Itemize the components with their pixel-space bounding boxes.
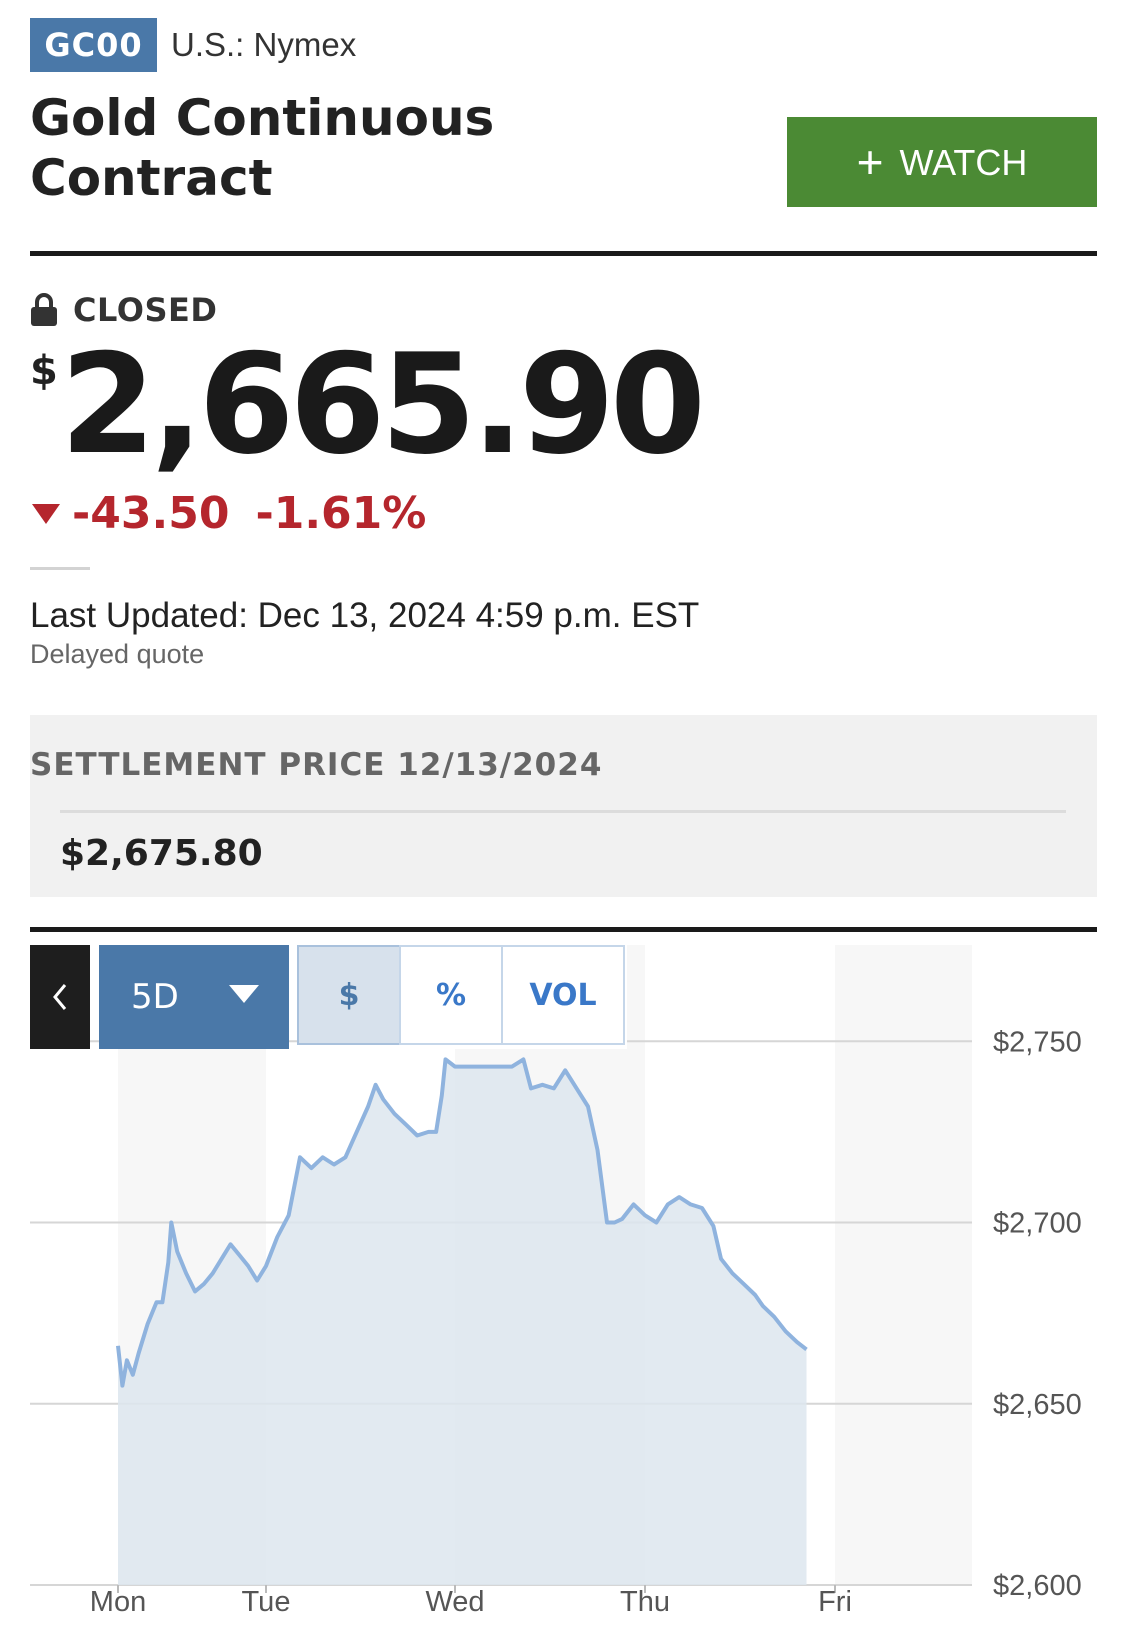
change-value: -43.50 (72, 488, 230, 539)
header-divider (30, 251, 1097, 256)
currency-symbol: $ (30, 348, 58, 394)
lock-icon (31, 293, 57, 326)
price-line (116, 1057, 808, 1388)
range-dropdown[interactable]: 5D (99, 945, 289, 1049)
mode-dollar-button[interactable]: $ (297, 945, 401, 1045)
watch-button-label: WATCH (899, 142, 1028, 183)
y-tick-label: $2,650 (993, 1389, 1082, 1421)
y-tick-label: $2,750 (993, 1026, 1082, 1058)
settlement-panel (30, 715, 1097, 897)
settlement-label: SETTLEMENT PRICE 12/13/2024 (30, 747, 603, 783)
settlement-value: $2,675.80 (60, 833, 263, 874)
change-percent: -1.61% (255, 488, 427, 539)
settlement-divider (60, 810, 1066, 813)
x-tick-label: Tue (242, 1586, 291, 1618)
chart-back-button[interactable] (30, 945, 90, 1049)
plus-icon: + (856, 136, 884, 188)
chart-mode-toggle: $ % VOL (297, 945, 627, 1049)
down-arrow-icon (32, 503, 60, 524)
range-label: 5D (131, 977, 179, 1017)
exchange-label: U.S.: Nymex (171, 26, 357, 63)
market-status: CLOSED (30, 290, 217, 330)
caret-down-icon (229, 985, 259, 1003)
divider (30, 567, 90, 570)
y-tick-label: $2,600 (993, 1570, 1082, 1602)
chart-divider (30, 927, 1097, 932)
last-updated: Last Updated: Dec 13, 2024 4:59 p.m. EST (30, 596, 700, 635)
status-text: CLOSED (73, 291, 218, 329)
page-title: Gold Continuous Contract (30, 89, 495, 207)
day-band (835, 945, 972, 1585)
x-tick-label: Thu (620, 1586, 670, 1618)
x-tick-label: Fri (818, 1586, 852, 1618)
chevron-left-icon (53, 984, 67, 1010)
mode-volume-button[interactable]: VOL (501, 945, 625, 1045)
x-tick-label: Wed (425, 1586, 484, 1618)
delayed-quote-note: Delayed quote (30, 639, 205, 669)
watch-button[interactable]: + WATCH (787, 117, 1097, 207)
price-area (118, 1059, 807, 1585)
price-chart: $2,750 $2,700 $2,650 $2,600 Mon Tue Wed Thu Fri (30, 945, 1082, 1618)
x-tick-label: Mon (90, 1586, 146, 1618)
mode-percent-button[interactable]: % (399, 945, 503, 1045)
ticker-badge: GC00 (30, 18, 157, 72)
y-tick-label: $2,700 (993, 1208, 1082, 1240)
last-price: 2,665.90 (60, 324, 706, 485)
price-change: -43.50 -1.61% (32, 488, 426, 539)
